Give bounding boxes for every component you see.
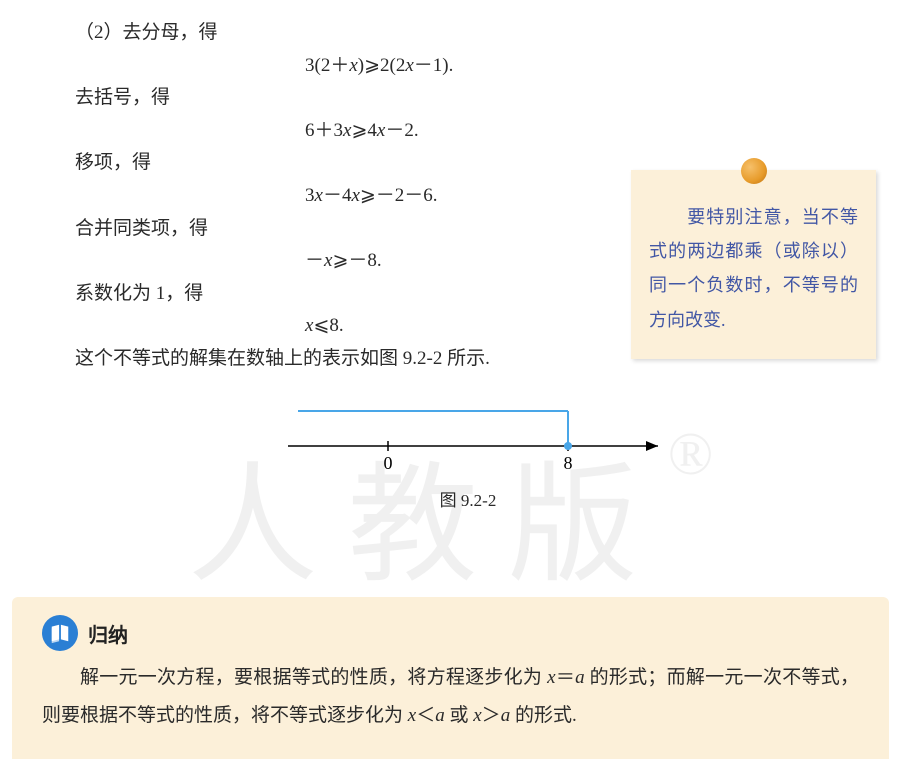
summary-body: 解一元一次方程，要根据等式的性质，将方程逐步化为 x＝a 的形式；而解一元一次不…: [42, 659, 859, 735]
endpoint-dot: [564, 442, 572, 450]
book-icon: [42, 615, 78, 651]
figure: 0 8 图 9.2-2: [75, 391, 861, 511]
pin-icon: [741, 158, 767, 184]
step-label-1: （2）去分母，得: [75, 20, 861, 47]
formula-1: 3(2＋x)⩾2(2x－1).: [75, 53, 861, 80]
summary-text-or: 或: [445, 705, 474, 726]
step-label-2: 去括号，得: [75, 85, 861, 112]
formula-2: 6＋3x⩾4x－2.: [75, 118, 861, 145]
summary-box: 归纳 解一元一次方程，要根据等式的性质，将方程逐步化为 x＝a 的形式；而解一元…: [12, 597, 889, 759]
side-note-text: 要特别注意，当不等式的两边都乘（或除以）同一个负数时，不等号的方向改变.: [649, 207, 858, 330]
summary-title: 归纳: [88, 619, 128, 648]
summary-text-1: 解一元一次方程，要根据等式的性质，将方程逐步化为: [80, 667, 547, 688]
summary-text-3: 的形式.: [510, 705, 577, 726]
tick-label-0: 0: [384, 453, 393, 471]
summary-header: 归纳: [42, 615, 859, 651]
tick-label-8: 8: [564, 453, 573, 471]
figure-caption: 图 9.2-2: [75, 486, 861, 511]
side-note: 要特别注意，当不等式的两边都乘（或除以）同一个负数时，不等号的方向改变.: [631, 170, 876, 359]
page: （2）去分母，得 3(2＋x)⩾2(2x－1). 去括号，得 6＋3x⩾4x－2…: [0, 0, 901, 759]
number-line-svg: 0 8: [258, 391, 678, 471]
